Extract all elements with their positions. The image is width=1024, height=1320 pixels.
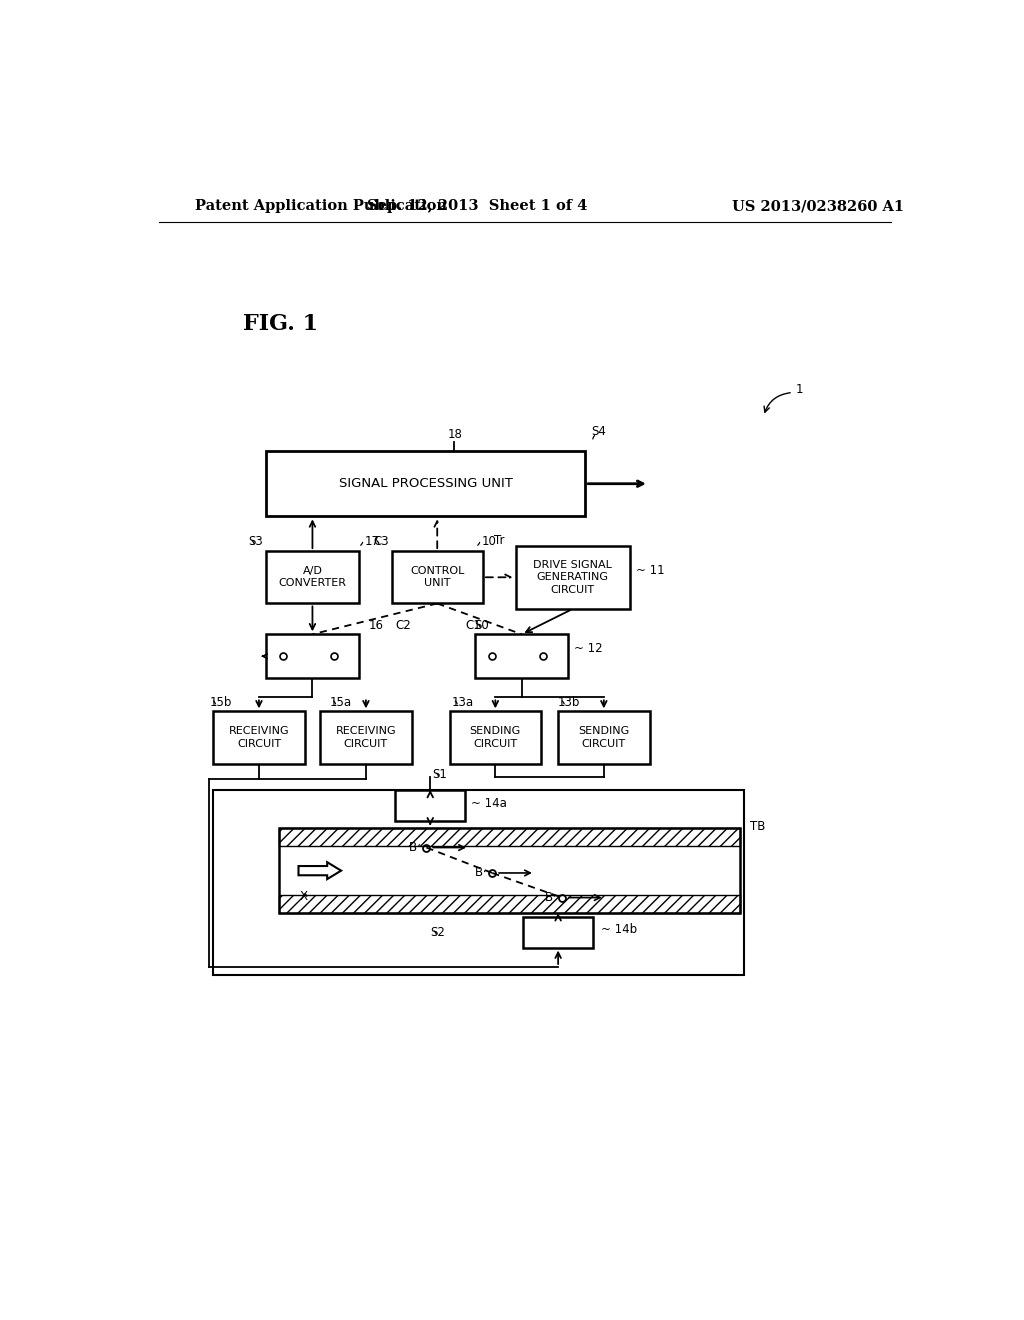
Text: C1: C1 (465, 619, 481, 632)
Text: ~ 14a: ~ 14a (471, 797, 507, 810)
Text: A/D
CONVERTER: A/D CONVERTER (279, 566, 346, 589)
Text: 15b: 15b (209, 696, 231, 709)
Text: SIGNAL PROCESSING UNIT: SIGNAL PROCESSING UNIT (339, 478, 513, 490)
Text: Patent Application Publication: Patent Application Publication (196, 199, 447, 213)
Text: 16: 16 (369, 619, 383, 632)
FancyArrow shape (299, 862, 341, 879)
Bar (475, 635, 568, 678)
Bar (213, 711, 305, 763)
Text: 13b: 13b (558, 696, 581, 709)
Text: S4: S4 (592, 425, 606, 438)
Text: B: B (475, 866, 483, 879)
Bar (266, 552, 359, 603)
Text: RECEIVING
CIRCUIT: RECEIVING CIRCUIT (336, 726, 396, 748)
Text: Sep. 12, 2013  Sheet 1 of 4: Sep. 12, 2013 Sheet 1 of 4 (367, 199, 587, 213)
Bar (395, 789, 465, 821)
Text: ~ 12: ~ 12 (573, 643, 602, 656)
Text: ~ 14b: ~ 14b (601, 924, 637, 936)
Text: 17: 17 (365, 536, 379, 548)
Text: 13a: 13a (452, 696, 473, 709)
Text: X: X (300, 890, 308, 903)
Text: DRIVE SIGNAL
GENERATING
CIRCUIT: DRIVE SIGNAL GENERATING CIRCUIT (534, 560, 612, 595)
Bar (280, 895, 740, 913)
Text: 15a: 15a (330, 696, 351, 709)
Bar (523, 917, 593, 948)
Text: S3: S3 (248, 536, 263, 548)
Bar (450, 711, 541, 763)
Text: ~ 11: ~ 11 (636, 564, 665, 577)
Bar (266, 635, 359, 678)
Text: C3: C3 (373, 536, 388, 548)
Text: B: B (409, 841, 417, 854)
Text: SENDING
CIRCUIT: SENDING CIRCUIT (579, 726, 630, 748)
Bar (558, 711, 649, 763)
Text: S2: S2 (430, 925, 445, 939)
Text: US 2013/0238260 A1: US 2013/0238260 A1 (732, 199, 904, 213)
Text: S0: S0 (474, 619, 489, 632)
Bar (280, 829, 740, 913)
Bar (321, 711, 412, 763)
Text: 10: 10 (481, 536, 497, 548)
Bar (515, 545, 630, 609)
Text: FIG. 1: FIG. 1 (243, 313, 317, 335)
Text: CONTROL
UNIT: CONTROL UNIT (410, 566, 465, 589)
Text: C2: C2 (395, 619, 411, 632)
Text: 1: 1 (796, 383, 804, 396)
Text: TB: TB (750, 820, 765, 833)
Text: SENDING
CIRCUIT: SENDING CIRCUIT (470, 726, 521, 748)
Bar (391, 552, 483, 603)
Text: S1: S1 (432, 768, 447, 781)
Bar (213, 789, 744, 974)
Text: 18: 18 (449, 428, 463, 441)
Text: Tr: Tr (494, 533, 504, 546)
Text: RECEIVING
CIRCUIT: RECEIVING CIRCUIT (228, 726, 290, 748)
Bar (280, 829, 740, 846)
Text: B: B (545, 891, 553, 904)
Bar (266, 451, 586, 516)
